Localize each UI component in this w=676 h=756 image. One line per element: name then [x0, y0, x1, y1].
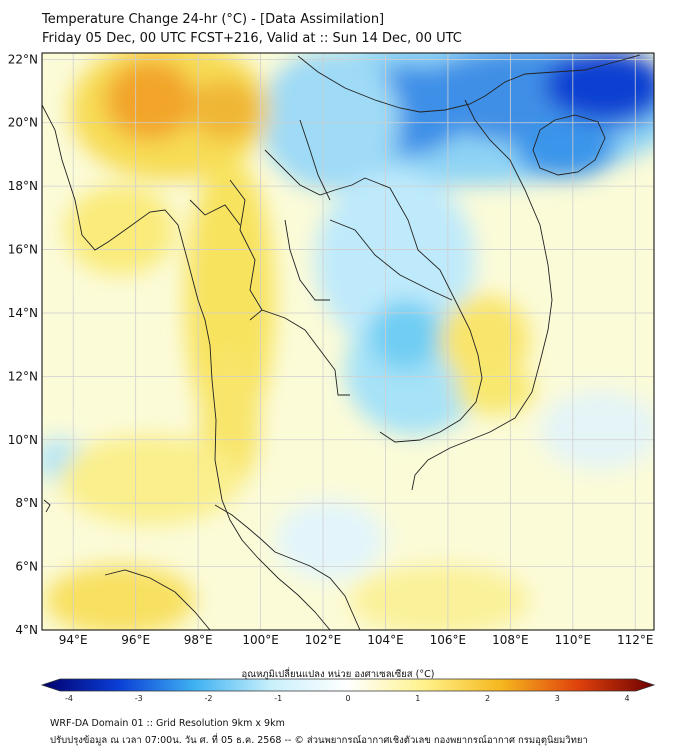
lat-tick-label: 14°N [8, 306, 38, 320]
lat-tick-label: 16°N [8, 243, 38, 257]
footer-domain-info: WRF-DA Domain 01 :: Grid Resolution 9km … [50, 718, 285, 729]
footer-credit: ปรับปรุงข้อมูล ณ เวลา 07:00น. วัน ศ. ที่… [50, 735, 588, 746]
longitude-axis: 94°E 96°E 98°E 100°E 102°E 104°E 106°E 108°E 110… [59, 633, 654, 647]
colorbar-tick-label: 1 [415, 694, 420, 703]
coastlines-and-borders [42, 54, 641, 630]
map-subtitle: Friday 05 Dec, 00 UTC FCST+216, Valid at… [42, 31, 462, 46]
colorbar-tick-label: 2 [485, 694, 490, 703]
colorbar-tick-label: 3 [555, 694, 560, 703]
lon-tick-label: 94°E [59, 633, 88, 647]
colorbar-tick-label: 4 [624, 694, 629, 703]
lon-tick-label: 112°E [617, 633, 654, 647]
lat-tick-label: 8°N [15, 496, 38, 510]
colorbar-tick-label: -1 [274, 694, 282, 703]
lat-tick-label: 20°N [8, 116, 38, 130]
lon-tick-label: 108°E [492, 633, 529, 647]
lon-tick-label: 100°E [242, 633, 279, 647]
colorbar-tick-label: 0 [345, 694, 350, 703]
lat-tick-label: 18°N [8, 179, 38, 193]
colorbar-tick-label: -3 [135, 694, 143, 703]
lon-tick-label: 110°E [555, 633, 592, 647]
colorbar-tick-label: -4 [65, 694, 73, 703]
lon-tick-label: 104°E [367, 633, 404, 647]
lat-tick-label: 4°N [15, 623, 38, 637]
lat-tick-label: 6°N [15, 560, 38, 574]
lon-tick-label: 98°E [184, 633, 213, 647]
lon-tick-label: 102°E [305, 633, 342, 647]
colorbar-label: อุณหภูมิเปลี่ยนแปลง หน่วย องศาเซลเซียส (… [241, 669, 435, 680]
lat-lon-grid [42, 53, 654, 631]
lat-tick-label: 22°N [8, 52, 38, 66]
colorbar: -4 -3 -2 -1 0 1 2 3 4 [40, 678, 656, 703]
plot-frame [41, 52, 655, 631]
lon-tick-label: 106°E [430, 633, 467, 647]
lat-tick-label: 12°N [8, 369, 38, 383]
colorbar-tick-label: -2 [205, 694, 213, 703]
lon-tick-label: 96°E [121, 633, 150, 647]
lat-tick-label: 10°N [8, 433, 38, 447]
latitude-axis: 22°N 20°N 18°N 16°N 14°N 12°N 10°N 8°N 6°N 4°N [8, 52, 38, 637]
temperature-field [42, 53, 654, 630]
map-title: Temperature Change 24-hr (°C) - [Data As… [42, 12, 385, 27]
